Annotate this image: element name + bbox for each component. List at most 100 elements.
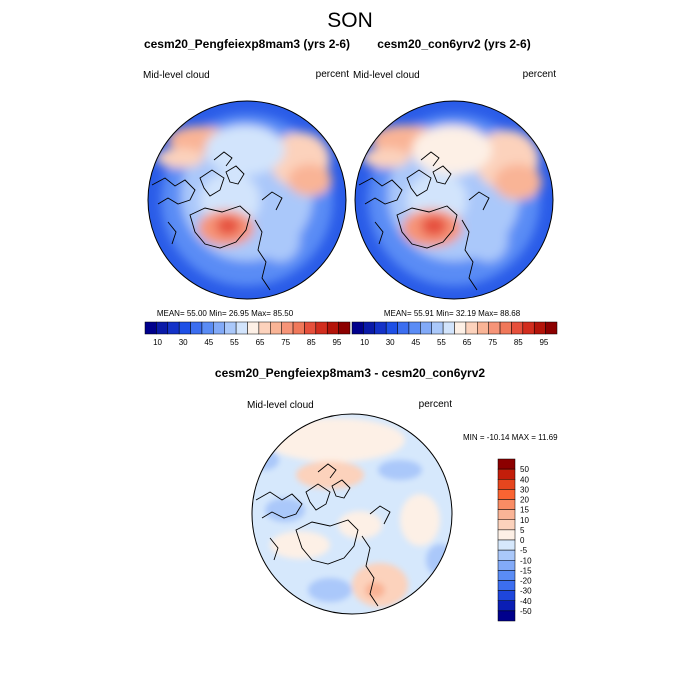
panel-1-coastlines — [151, 151, 283, 291]
colorbar-swatch — [497, 570, 516, 581]
colorbar-swatch — [497, 560, 516, 571]
colorbar-swatch — [497, 590, 516, 601]
colorbar-tick-label: 55 — [230, 338, 239, 347]
colorbar-tick-label: 30 — [520, 485, 529, 494]
colorbar-tick-label: 20 — [520, 496, 529, 505]
colorbar-swatch — [167, 321, 180, 335]
panel-2-variable-label: Mid-level cloud — [353, 70, 420, 81]
panel-1-variable-label: Mid-level cloud — [143, 70, 210, 81]
colorbar-swatch — [201, 321, 214, 335]
colorbar-swatch — [499, 321, 512, 335]
colorbar-swatch — [533, 321, 546, 335]
figure-title: SON — [327, 9, 373, 32]
colorbar-tick-label: -30 — [520, 587, 532, 596]
colorbar-tick-label: 45 — [204, 338, 213, 347]
colorbar-swatch — [235, 321, 248, 335]
panel-2-polar-map — [355, 101, 553, 299]
colorbar-swatch — [270, 321, 282, 335]
colorbar-swatch — [292, 321, 305, 335]
colorbar-swatch — [374, 321, 387, 335]
colorbar-swatch — [408, 321, 421, 335]
colorbar-tick-label: -50 — [520, 607, 532, 616]
colorbar-swatch — [397, 321, 410, 335]
panel-2: cesm20_con6yrv2 (yrs 2-6) Mid-level clou… — [351, 37, 558, 347]
colorbar-swatch — [213, 321, 225, 335]
colorbar-swatch — [545, 321, 558, 335]
colorbar-tick-label: 95 — [539, 338, 548, 347]
panel-3: cesm20_Pengfeiexp8mam3 - cesm20_con6yrv2… — [215, 366, 558, 622]
colorbar-swatch — [144, 321, 157, 335]
panel-1: cesm20_Pengfeiexp8mam3 (yrs 2-6) Mid-lev… — [143, 37, 351, 347]
colorbar-tick-label: -10 — [520, 556, 532, 565]
colorbar-swatch — [326, 321, 339, 335]
colorbar-swatch — [497, 529, 516, 541]
colorbar-swatch — [497, 509, 516, 520]
colorbar-tick-label: 65 — [256, 338, 265, 347]
colorbar-swatch — [497, 479, 516, 490]
panel-3-coastlines — [255, 463, 391, 607]
colorbar-tick-label: 40 — [520, 475, 529, 484]
panel-1-colorbar: 10 30 45 55 65 75 85 95 — [144, 321, 351, 347]
colorbar-swatch — [420, 321, 432, 335]
colorbar-swatch — [497, 468, 516, 480]
colorbar-tick-label: 5 — [520, 526, 525, 535]
colorbar-swatch — [497, 549, 516, 561]
colorbar-swatch — [351, 321, 364, 335]
colorbar-swatch — [315, 321, 328, 335]
colorbar-tick-label: 75 — [488, 338, 497, 347]
colorbar-swatch — [497, 600, 516, 612]
colorbar-swatch — [497, 499, 516, 510]
colorbar-tick-label: -5 — [520, 546, 528, 555]
colorbar-tick-label: 45 — [411, 338, 420, 347]
colorbar-swatch — [442, 321, 455, 335]
colorbar-tick-label: 10 — [360, 338, 369, 347]
panel-2-stats: MEAN= 55.91 Min= 32.19 Max= 88.68 — [384, 309, 521, 318]
colorbar-tick-label: -15 — [520, 566, 532, 575]
colorbar-tick-label: 95 — [332, 338, 341, 347]
colorbar-swatch — [156, 321, 169, 335]
colorbar-swatch — [497, 539, 516, 551]
panel-2-units-label: percent — [523, 69, 557, 80]
panel-1-stats: MEAN= 55.00 Min= 26.95 Max= 85.50 — [157, 309, 294, 318]
colorbar-swatch — [190, 321, 203, 335]
colorbar-tick-label: 10 — [153, 338, 162, 347]
colorbar-tick-label: 30 — [179, 338, 188, 347]
colorbar-tick-label: 55 — [437, 338, 446, 347]
colorbar-tick-label: -40 — [520, 597, 532, 606]
panel-3-stats: MIN = -10.14 MAX = 11.69 — [463, 433, 558, 442]
colorbar-swatch — [497, 580, 516, 591]
colorbar-tick-label: 10 — [520, 516, 529, 525]
colorbar-tick-label: 50 — [520, 465, 529, 474]
colorbar-swatch — [258, 321, 271, 335]
colorbar-swatch — [304, 321, 317, 335]
colorbar-swatch — [247, 321, 260, 335]
colorbar-swatch — [497, 458, 516, 470]
panel-1-title: cesm20_Pengfeiexp8mam3 (yrs 2-6) — [144, 37, 350, 51]
panel-3-units-label: percent — [419, 399, 453, 410]
colorbar-swatch — [488, 321, 501, 335]
panel-2-colorbar: 10 30 45 55 65 75 85 95 — [351, 321, 558, 347]
panel-3-variable-label: Mid-level cloud — [247, 400, 314, 411]
colorbar-swatch — [497, 489, 516, 500]
colorbar-swatch — [511, 321, 524, 335]
colorbar-swatch — [224, 321, 237, 335]
colorbar-swatch — [178, 321, 191, 335]
colorbar-swatch — [477, 321, 489, 335]
colorbar-tick-label: 75 — [281, 338, 290, 347]
colorbar-tick-label: 85 — [307, 338, 316, 347]
colorbar-tick-label: 65 — [463, 338, 472, 347]
panel-2-title: cesm20_con6yrv2 (yrs 2-6) — [377, 37, 530, 51]
colorbar-swatch — [465, 321, 478, 335]
colorbar-swatch — [522, 321, 535, 335]
panel-1-polar-map — [148, 101, 346, 299]
colorbar-tick-label: 85 — [514, 338, 523, 347]
colorbar-tick-label: 0 — [520, 536, 525, 545]
colorbar-swatch — [454, 321, 467, 335]
colorbar-swatch — [431, 321, 444, 335]
colorbar-swatch — [497, 610, 516, 622]
colorbar-swatch — [338, 321, 351, 335]
colorbar-swatch — [281, 321, 294, 335]
colorbar-swatch — [497, 519, 516, 531]
